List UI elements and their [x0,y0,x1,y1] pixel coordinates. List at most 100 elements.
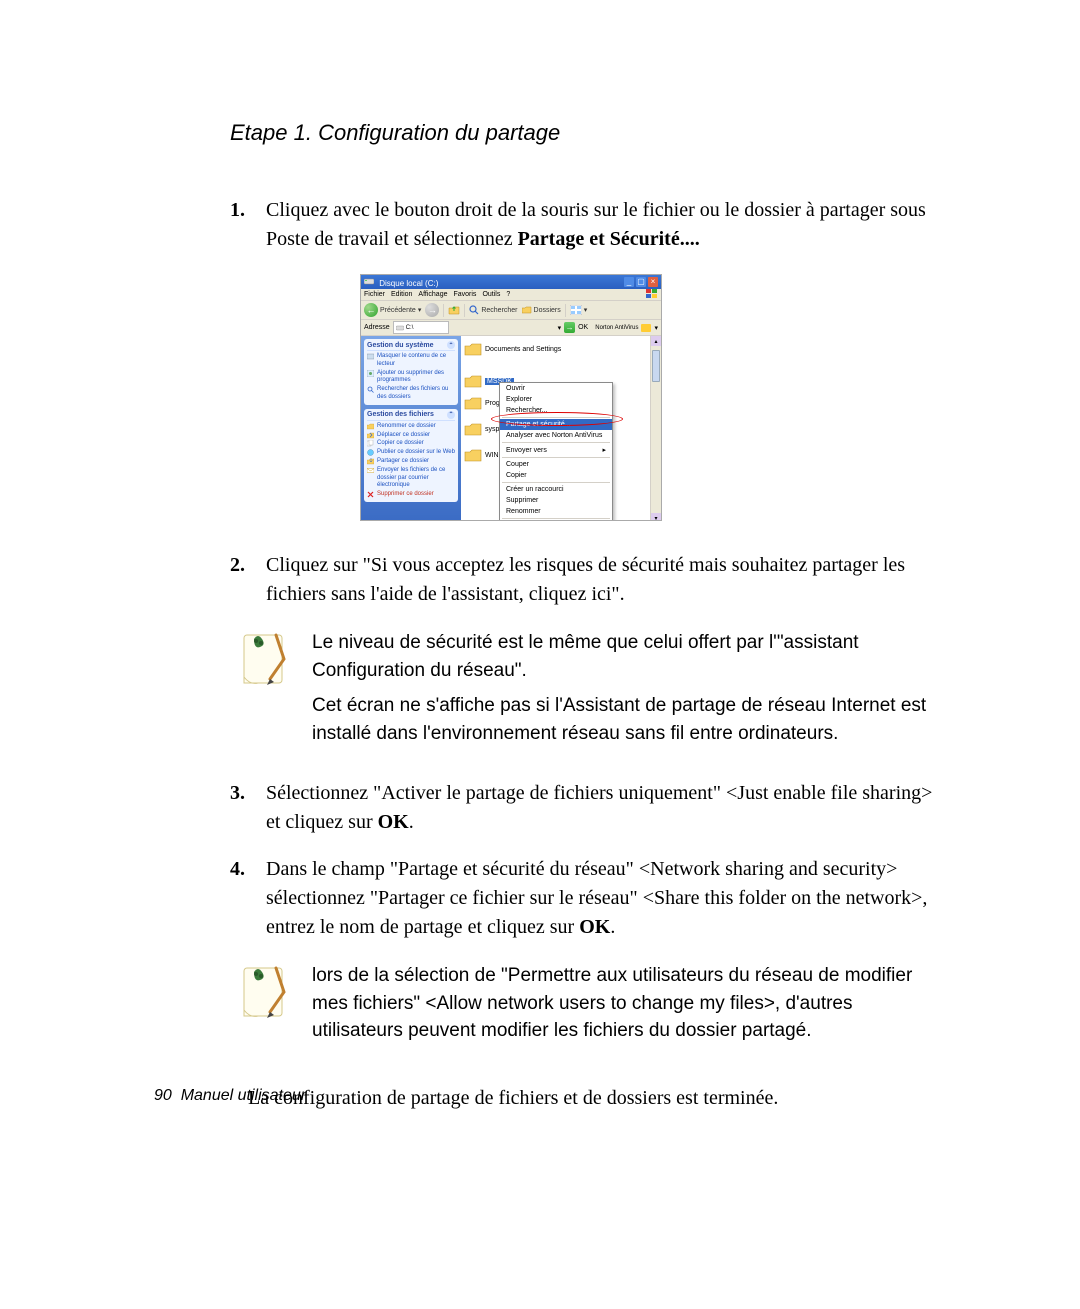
address-label: Adresse [364,324,390,331]
menu-outils[interactable]: Outils [482,291,500,298]
search-label: Rechercher [481,307,517,314]
task-item[interactable]: Renommer ce dossier [367,423,455,431]
menu-item-delete[interactable]: Supprimer [500,495,612,506]
step-number: 1. [230,196,258,254]
forward-button[interactable]: → [425,303,439,317]
step-text-bold: OK [579,916,610,938]
folder-icon [464,395,482,411]
menu-item-properties[interactable]: Propriétés [500,520,612,521]
page-number: 90 [154,1087,172,1104]
menu-item-shortcut[interactable]: Créer un raccourci [500,484,612,495]
menu-help[interactable]: ? [506,291,510,298]
panel-title: Gestion du système [367,342,434,349]
step-number: 2. [230,551,258,609]
step-3: 3. Sélectionnez "Activer le partage de f… [230,779,940,837]
windows-logo-icon [646,289,658,299]
menu-item-explore[interactable]: Explorer [500,394,612,405]
note-p2: Cet écran ne s'affiche pas si l'Assistan… [312,692,940,747]
task-item[interactable]: Envoyer les fichiers de ce dossier par c… [367,467,455,490]
address-input[interactable]: C:\ [393,321,449,334]
maximize-button[interactable]: ▢ [636,277,646,287]
menu-fichier[interactable]: Fichier [364,291,385,298]
task-item[interactable]: Rechercher des fichiers ou des dossiers [367,386,455,402]
folder-icon [464,373,482,389]
menu-item-norton[interactable]: Analyser avec Norton AntiVirus [500,430,612,441]
views-button[interactable]: ▾ [570,305,588,315]
note-1: Le niveau de sécurité est le même que ce… [240,629,940,755]
scroll-down-icon[interactable]: ▾ [651,513,661,521]
task-item[interactable]: Masquer le contenu de ce lecteur [367,353,455,369]
folders-button[interactable]: Dossiers [522,305,561,315]
menu-edition[interactable]: Edition [391,291,412,298]
note-p1: lors de la sélection de "Permettre aux u… [312,962,940,1045]
menu-item-sendto[interactable]: Envoyer vers▸ [500,444,612,456]
norton-label: Norton AntiVirus [595,325,638,331]
step-2: 2. Cliquez sur "Si vous acceptez les ris… [230,551,940,609]
scrollbar[interactable]: ▴ ▾ [650,336,661,521]
menu-item-sharing[interactable]: Partage et sécurité... [500,419,612,430]
scroll-thumb[interactable] [652,350,660,382]
step-body: Dans le champ "Partage et sécurité du ré… [266,855,940,942]
step-text-bold: Partage et Sécurité.... [518,228,700,250]
back-label: Précédente [380,307,416,314]
context-menu: Ouvrir Explorer Rechercher... Partage et… [499,382,613,521]
note-icon [240,629,288,689]
step-number: 4. [230,855,258,942]
folders-label: Dossiers [534,307,561,314]
task-item[interactable]: Publier ce dossier sur le Web [367,449,455,457]
step-text: . [409,811,414,833]
up-button[interactable] [448,304,460,316]
menu-item-copy[interactable]: Copier [500,470,612,481]
step-body: Cliquez avec le bouton droit de la souri… [266,196,940,254]
titlebar: Disque local (C:) _ ▢ × [361,275,661,289]
final-line: La configuration de partage de fichiers … [248,1087,940,1110]
close-button[interactable]: × [648,277,658,287]
menu-item-search[interactable]: Rechercher... [500,405,612,416]
panel-system: Gestion du système ⌃ Masquer le contenu … [364,339,458,405]
address-value: C:\ [406,325,414,331]
menubar: Fichier Edition Affichage Favoris Outils… [361,289,661,301]
window-title: Disque local (C:) [379,279,438,288]
menu-item-open[interactable]: Ouvrir [500,383,612,394]
menu-affichage[interactable]: Affichage [418,291,447,298]
panel-files: Gestion des fichiers ⌃ Renommer ce dossi… [364,409,458,502]
note-icon [240,962,288,1022]
folder-icon [464,341,482,357]
task-item-delete[interactable]: Supprimer ce dossier [367,491,455,499]
panel-title: Gestion des fichiers [367,411,434,418]
folder-content: ▴ ▾ Documents and Settings MSSDK [461,336,661,521]
drive-icon [364,276,374,286]
menu-favoris[interactable]: Favoris [453,291,476,298]
step-text: . [610,916,615,938]
back-button[interactable]: ← Précédente ▾ [364,303,421,317]
search-button[interactable]: Rechercher [469,305,517,315]
folder-icon [464,421,482,437]
section-title: Etape 1. Configuration du partage [230,120,940,146]
note-2: lors de la sélection de "Permettre aux u… [240,962,940,1053]
scroll-up-icon[interactable]: ▴ [651,336,661,346]
tasks-sidebar: Gestion du système ⌃ Masquer le contenu … [361,336,461,521]
address-bar: Adresse C:\ ▾ → OK Norton AntiVirus ▾ [361,320,661,336]
go-button[interactable]: → [564,322,575,333]
page-footer: 90 Manuel utilisateur [154,1087,306,1105]
step-4: 4. Dans le champ "Partage et sécurité du… [230,855,940,942]
toolbar: ← Précédente ▾ → Rechercher Dossiers [361,301,661,320]
menu-item-cut[interactable]: Couper [500,459,612,470]
collapse-icon[interactable]: ⌃ [447,411,455,419]
collapse-icon[interactable]: ⌃ [447,341,455,349]
minimize-button[interactable]: _ [624,277,634,287]
task-item[interactable]: Copier ce dossier [367,440,455,448]
folder-item[interactable]: Documents and Settings [464,341,658,357]
task-item[interactable]: Ajouter ou supprimer des programmes [367,370,455,386]
task-item[interactable]: Déplacer ce dossier [367,432,455,440]
menu-item-rename[interactable]: Renommer [500,506,612,517]
norton-icon [641,324,651,332]
note-p1: Le niveau de sécurité est le même que ce… [312,629,940,684]
screenshot-window: Disque local (C:) _ ▢ × Fichier Edition … [360,274,662,521]
drive-icon [396,324,404,332]
ok-label: OK [578,324,588,331]
note-text: Le niveau de sécurité est le même que ce… [312,629,940,755]
folder-label: Documents and Settings [485,346,561,353]
step-text: Sélectionnez "Activer le partage de fich… [266,782,932,833]
task-item[interactable]: Partager ce dossier [367,458,455,466]
